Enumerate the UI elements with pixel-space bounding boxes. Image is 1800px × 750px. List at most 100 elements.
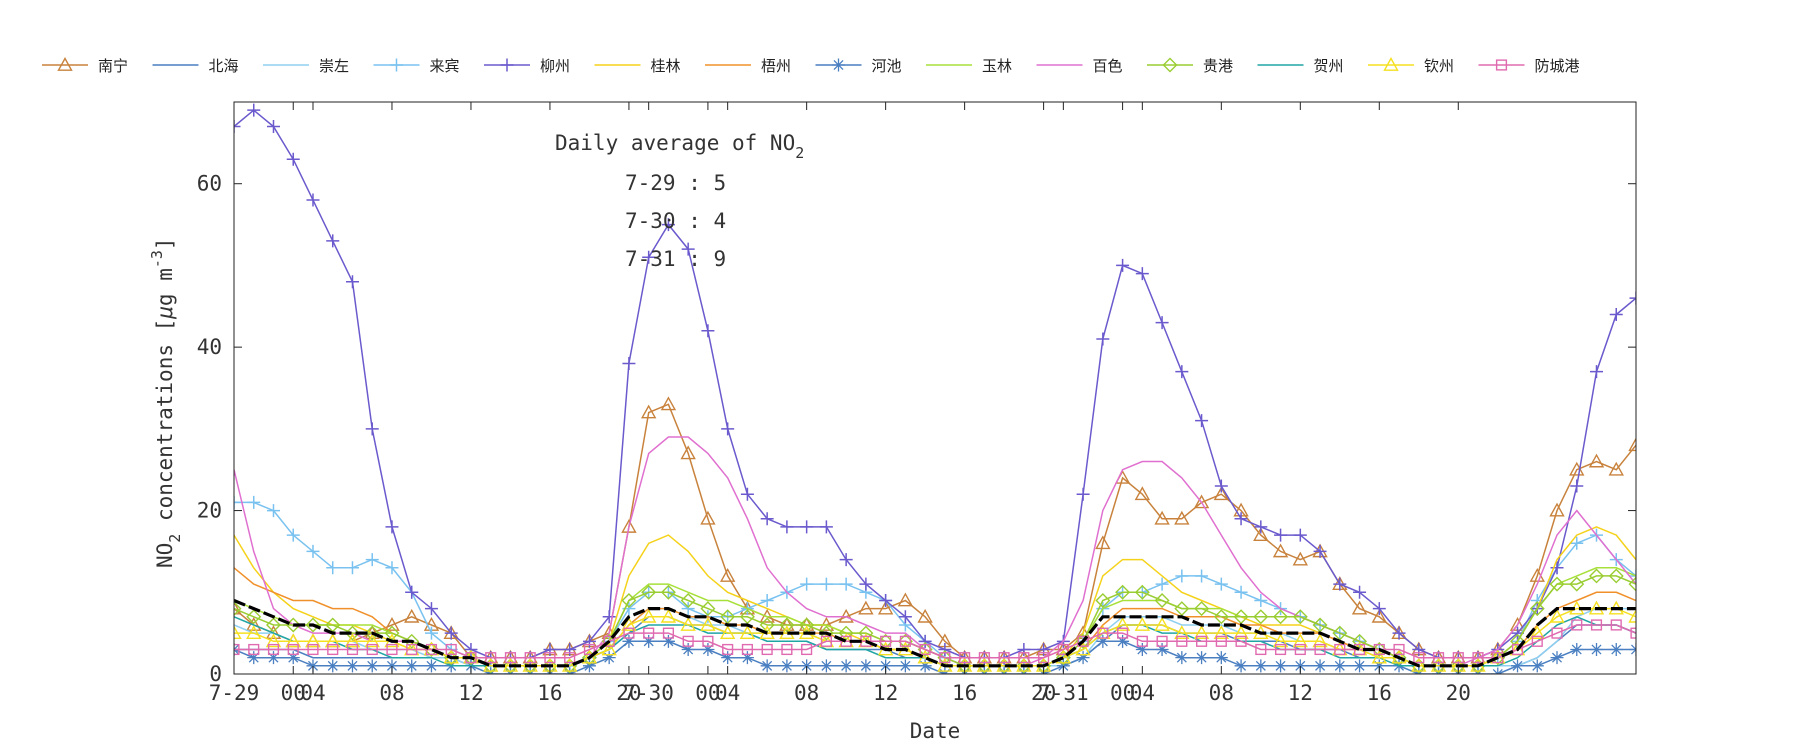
data-point <box>1116 634 1130 648</box>
data-point <box>286 651 300 665</box>
legend-label: 桂林 <box>651 57 681 75</box>
data-point <box>660 608 677 623</box>
data-point <box>1018 652 1030 664</box>
data-point <box>485 652 497 664</box>
ylabel-unit: g m <box>153 268 177 306</box>
data-point <box>1768 602 1781 615</box>
data-point <box>1372 659 1386 673</box>
data-point <box>800 520 814 534</box>
data-point <box>1529 601 1545 617</box>
legend-marker <box>1495 59 1508 71</box>
x-tick-label: 08 <box>1209 681 1234 705</box>
legend: 南宁 北海 崇左 来宾 柳州 桂林 梧州 河池 玉林 百色 贵港 贺州 钦州 防城港 <box>42 57 1580 75</box>
legend-label: 北海 <box>209 57 239 75</box>
data-point <box>1728 569 1741 581</box>
x-tick-label: 12 <box>1288 681 1313 705</box>
data-point <box>780 659 794 673</box>
data-point <box>839 659 853 673</box>
data-point <box>246 625 262 640</box>
data-point <box>385 659 399 673</box>
data-point <box>326 234 340 248</box>
data-point <box>1768 627 1781 639</box>
data-point <box>1750 628 1760 638</box>
data-point <box>1213 625 1230 640</box>
data-point <box>1708 504 1721 517</box>
data-point <box>898 610 912 624</box>
data-point <box>1097 627 1109 639</box>
data-point <box>1748 602 1761 615</box>
legend-entry: 河池 <box>815 57 902 75</box>
data-point <box>266 504 280 518</box>
data-point <box>1234 659 1248 673</box>
data-point <box>1649 643 1662 656</box>
data-point <box>1292 551 1308 566</box>
data-point <box>1134 486 1151 501</box>
data-point <box>1255 643 1267 656</box>
data-point <box>1748 635 1761 648</box>
legend-label: 百色 <box>1093 57 1123 75</box>
data-point <box>1690 628 1700 638</box>
data-point <box>643 627 655 639</box>
data-point <box>1768 569 1781 582</box>
data-point <box>739 625 756 640</box>
data-point <box>1076 487 1090 501</box>
data-point <box>267 643 280 656</box>
legend-label: 防城港 <box>1535 57 1580 75</box>
data-point <box>1076 651 1090 665</box>
data-point <box>266 651 280 665</box>
data-point <box>918 634 932 648</box>
data-point <box>1570 642 1584 656</box>
data-point <box>1272 633 1289 648</box>
data-point <box>779 617 795 633</box>
data-point <box>938 642 952 656</box>
data-point <box>680 445 696 460</box>
data-point <box>1768 627 1781 640</box>
data-point <box>740 487 754 501</box>
data-point <box>800 577 814 591</box>
data-point <box>1371 608 1387 623</box>
series-line <box>234 599 1636 668</box>
data-point <box>1649 300 1662 313</box>
data-point <box>1708 635 1721 648</box>
data-point <box>998 652 1010 664</box>
x-tick-label: 04 <box>1130 681 1155 705</box>
data-point <box>286 528 300 542</box>
data-point <box>365 422 379 436</box>
data-point <box>760 512 774 526</box>
data-point <box>1589 568 1604 584</box>
data-point <box>1274 528 1288 542</box>
data-point <box>1234 585 1248 599</box>
data-point <box>642 250 656 264</box>
data-point <box>366 643 378 656</box>
data-point <box>603 635 615 647</box>
x-tick-label: 08 <box>794 681 819 705</box>
data-point <box>1590 642 1604 656</box>
data-point <box>1590 365 1604 379</box>
data-point <box>1174 601 1190 617</box>
data-point <box>1689 643 1702 656</box>
data-point <box>305 617 321 633</box>
data-point <box>1551 627 1563 639</box>
data-point <box>234 601 242 617</box>
data-point <box>1628 576 1636 592</box>
data-point <box>405 659 419 673</box>
data-point <box>1748 586 1761 598</box>
data-point <box>1588 453 1605 468</box>
data-point <box>265 633 282 648</box>
data-point <box>1234 512 1248 526</box>
data-point <box>384 617 400 631</box>
data-point <box>760 659 774 673</box>
data-point <box>286 152 300 166</box>
data-point <box>307 643 319 656</box>
data-point <box>582 634 596 648</box>
data-point <box>1313 659 1327 673</box>
plot-area <box>234 103 1781 674</box>
legend-marker <box>1162 57 1178 73</box>
x-tick-label: 7-31 <box>1038 681 1089 705</box>
data-point <box>524 652 536 664</box>
data-point <box>327 643 339 656</box>
data-point <box>799 617 815 633</box>
data-point <box>1511 659 1525 673</box>
data-point <box>1136 635 1148 647</box>
data-point <box>247 495 261 509</box>
